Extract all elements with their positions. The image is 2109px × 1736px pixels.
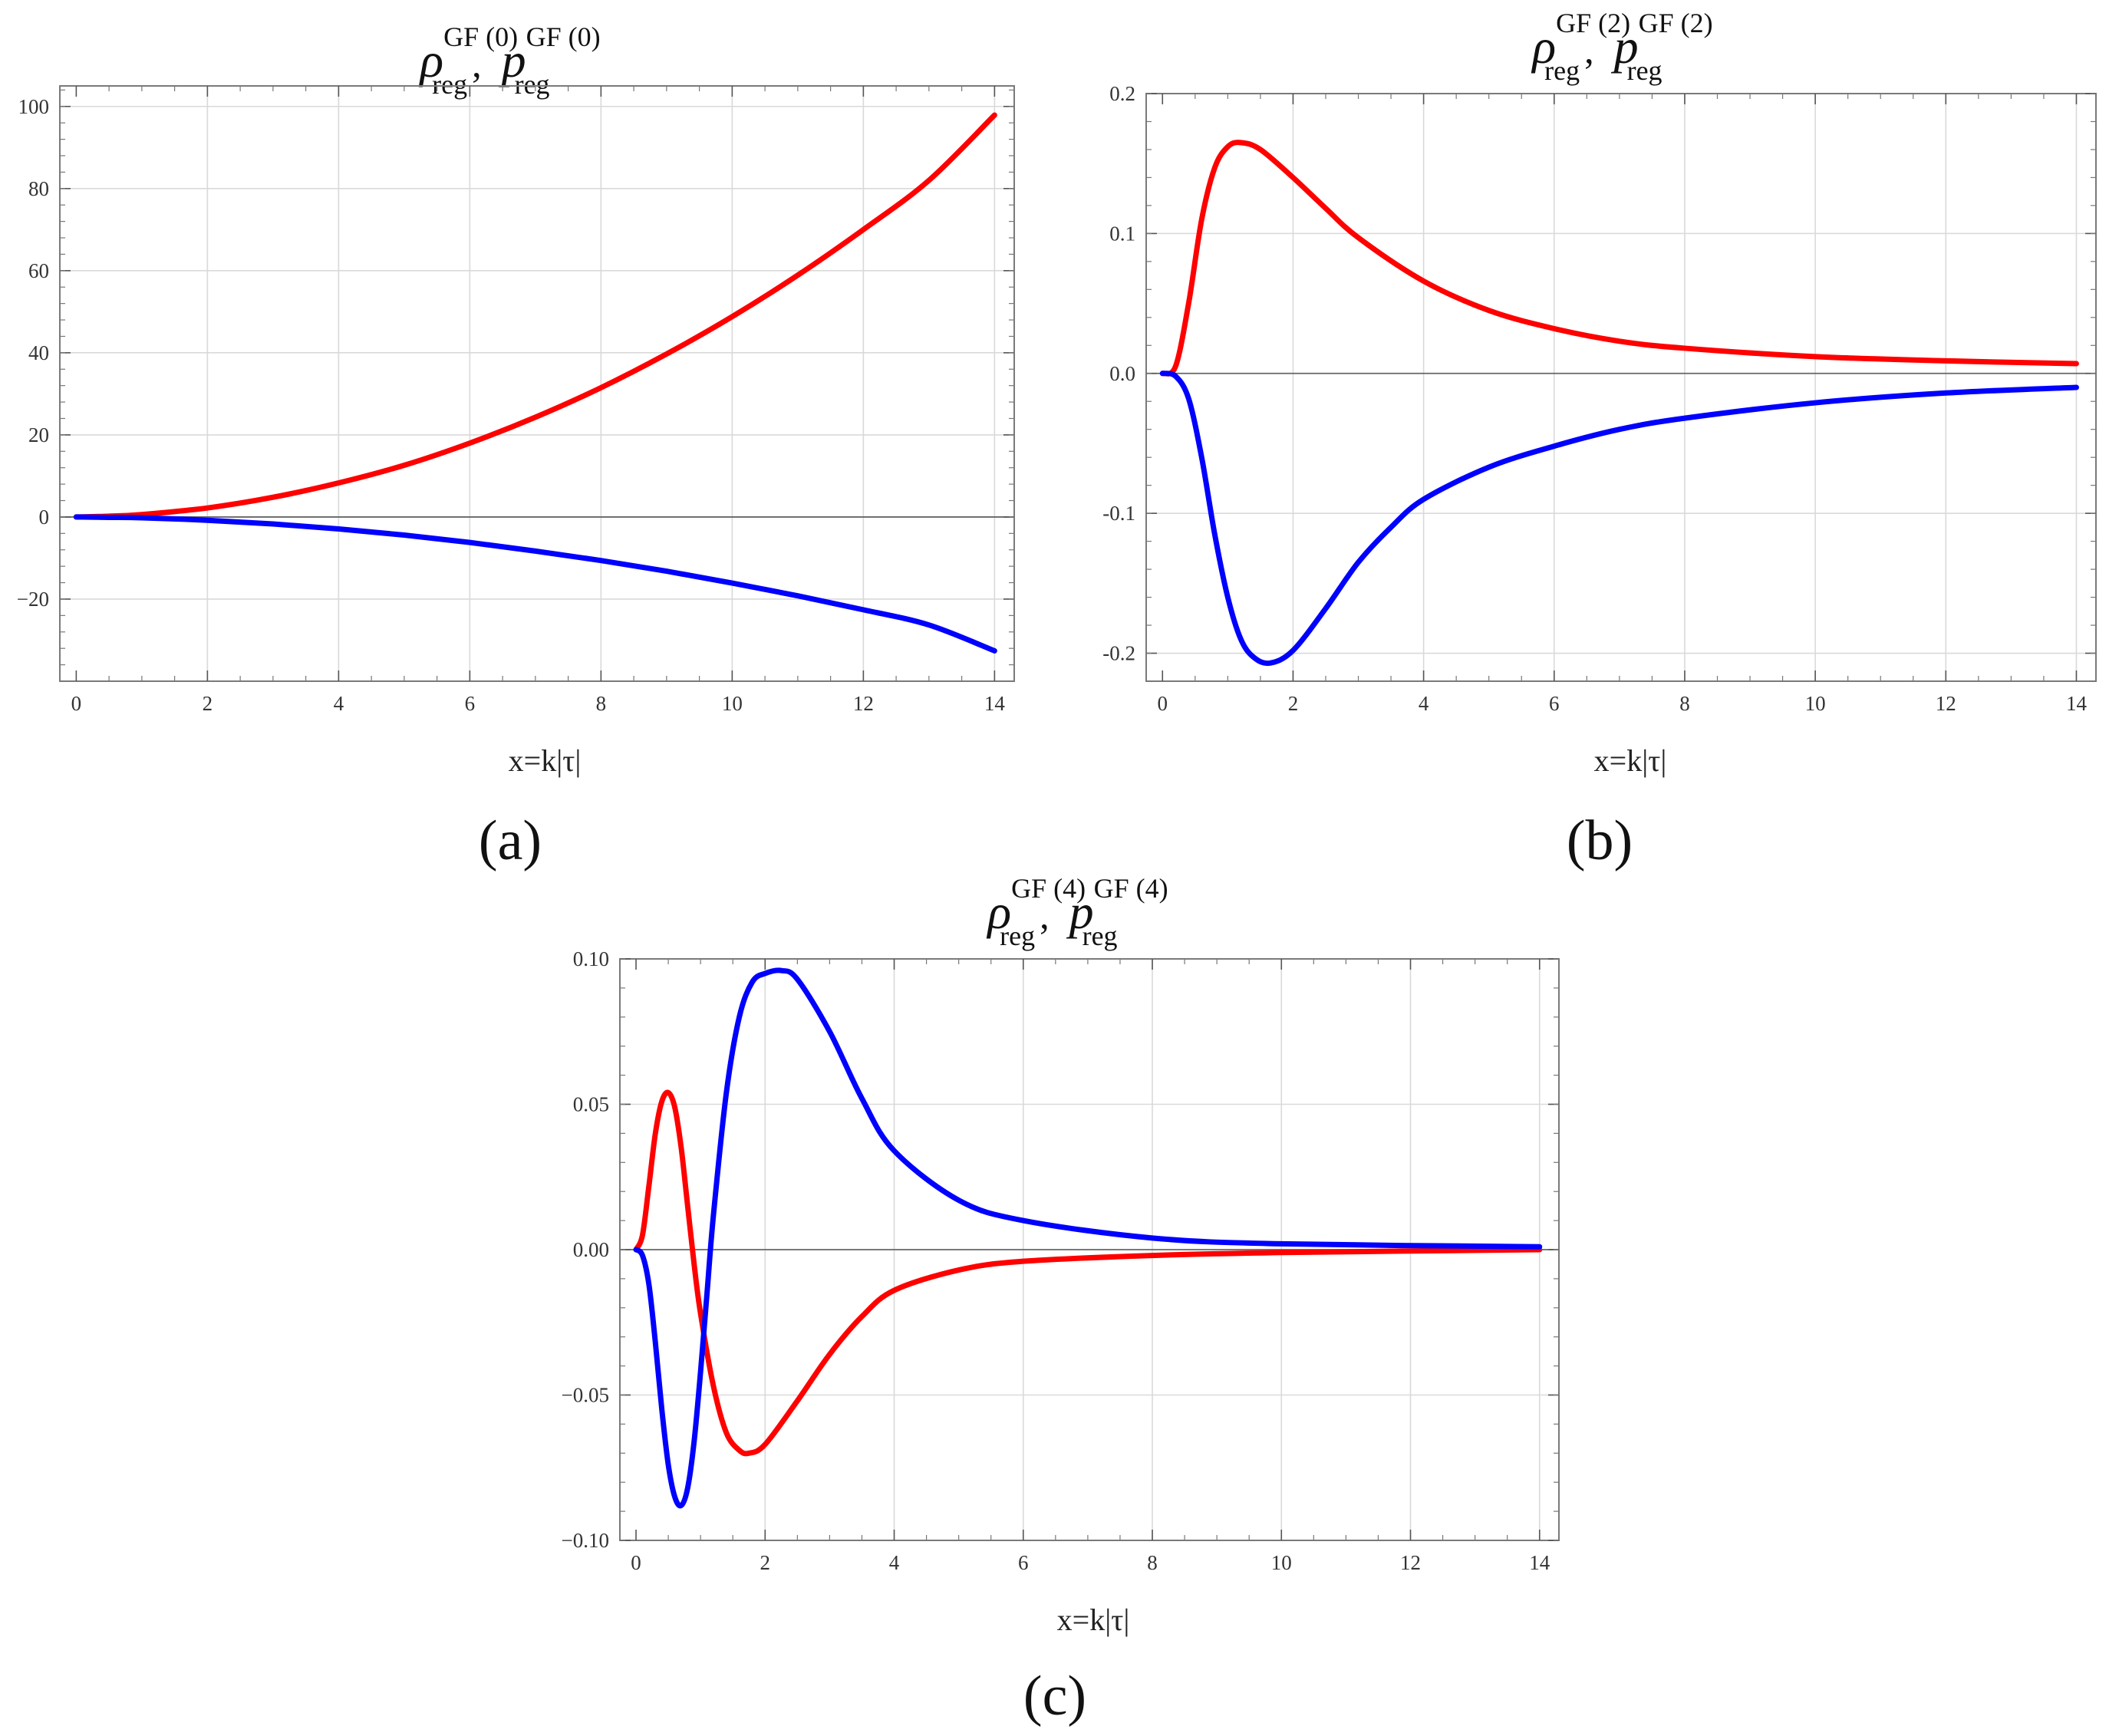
panel-c-xtick-label-2: 4 (889, 1551, 900, 1574)
panel-c-xtick-label-3: 6 (1018, 1551, 1029, 1574)
panel-c-label: (c) (1023, 1665, 1086, 1728)
panel-b-xtick-label-4: 8 (1679, 692, 1690, 715)
panel-a-title-symbol1: ρ (418, 33, 443, 87)
panel-c-title-sup1: GF (4) (1011, 873, 1086, 904)
panel-b-ytick-label-0: -0.2 (1102, 642, 1135, 665)
panel-c: ρGF (4) reg, pGF (4) reg 0 2 4 6 8 10 12 14−0.10−0… (562, 873, 1560, 1728)
panel-c-ytick-label-2: 0.00 (573, 1238, 609, 1261)
panel-b-grid (1146, 93, 2096, 681)
panel-a-xtick-label-7: 14 (984, 692, 1006, 715)
panel-b-ytick-label-1: -0.1 (1102, 502, 1135, 525)
panel-b-ytick-label-2: 0.0 (1109, 362, 1135, 385)
panel-c-ytick-label-1: −0.05 (562, 1384, 609, 1407)
panel-b-xtick-label-7: 14 (2066, 692, 2088, 715)
panel-c-title-sub2: reg (1083, 921, 1118, 951)
panel-b-frame-rect (1145, 93, 2097, 682)
panel-b-ytick-label-4: 0.2 (1109, 82, 1135, 105)
panel-b-xtick-label-1: 2 (1288, 692, 1299, 715)
panel-a-ytick-label-5: 80 (28, 177, 49, 200)
panel-b-title-symbol2: p (1611, 19, 1639, 74)
panel-b-title: ρGF (2) reg, pGF (2) reg (1531, 8, 1712, 86)
panel-a-title-sup1: GF (0) (443, 21, 518, 52)
panel-b-xtick-label-3: 6 (1549, 692, 1560, 715)
panel-b-axis-ticks: 0 2 4 6 8 10 12 14 -0.2 -0.1 0.0 0.1 0.2 (1102, 82, 2096, 715)
panel-b-title-separator: , (1584, 28, 1594, 71)
panel-b-series-p (1159, 371, 2079, 667)
panel-b-label: (b) (1567, 809, 1633, 872)
panel-b-title-sub2: reg (1627, 55, 1662, 86)
panel-b-series (1159, 140, 2079, 667)
panel-b-title-sup2: GF (2) (1639, 8, 1713, 38)
panel-c-axis-ticks: 0 2 4 6 8 10 12 14 −0.10 −0.05 0.00 0.05 0.10 (562, 947, 1559, 1574)
panel-a-label: (a) (479, 809, 542, 872)
panel-c-series (633, 967, 1543, 1509)
panel-a-title-sup2: GF (0) (526, 21, 601, 52)
panel-a-xtick-label-2: 4 (334, 692, 344, 715)
panel-c-xtick-label-0: 0 (631, 1551, 641, 1574)
panel-c-title-symbol1: ρ (986, 884, 1011, 939)
panel-c-xtick-label-5: 10 (1271, 1551, 1292, 1574)
panel-b-xtick-label-2: 4 (1419, 692, 1429, 715)
panel-a-title-symbol2: p (499, 33, 526, 87)
panel-b-xlabel: x=k|τ| (1594, 743, 1667, 778)
panel-b-title-sup1: GF (2) (1556, 8, 1630, 38)
panel-b-title-symbol1: ρ (1531, 19, 1556, 74)
panel-c-series-rho (633, 1089, 1543, 1457)
panel-c-title-separator: , (1040, 894, 1050, 937)
panel-c-xtick-label-6: 12 (1400, 1551, 1421, 1574)
panel-c-ytick-label-4: 0.10 (573, 947, 609, 970)
panel-a-series-rho (73, 112, 997, 520)
panel-a: ρGF (0) reg, pGF (0) reg 0 2 4 6 8 10 12 14−200204… (17, 21, 1015, 872)
panel-a-title-sub2: reg (515, 69, 550, 100)
panel-a-xtick-label-6: 12 (853, 692, 874, 715)
panel-c-title-symbol2: p (1066, 884, 1094, 939)
panel-b-xtick-label-6: 12 (1936, 692, 1956, 715)
panel-a-ytick-label-6: 100 (18, 95, 50, 118)
panel-a-xtick-label-3: 6 (465, 692, 476, 715)
panel-a-ytick-label-0: −20 (17, 588, 49, 611)
panel-a-xlabel: x=k|τ| (509, 743, 582, 778)
panel-c-ytick-label-0: −0.10 (562, 1529, 609, 1552)
panel-b-title-sub1: reg (1544, 55, 1580, 86)
panel-c-series-p (633, 967, 1543, 1509)
panel-c-title-sup2: GF (4) (1094, 873, 1168, 904)
panel-a-xtick-label-5: 10 (722, 692, 743, 715)
panel-b-xtick-label-0: 0 (1158, 692, 1168, 715)
panel-a-xtick-label-0: 0 (71, 692, 82, 715)
panel-c-xlabel: x=k|τ| (1057, 1603, 1130, 1637)
panel-b-frame (1145, 93, 2097, 682)
panel-a-ytick-label-4: 60 (28, 259, 49, 282)
panel-c-xtick-label-7: 14 (1529, 1551, 1550, 1574)
panel-a-series (73, 112, 997, 654)
panel-c-title-sub1: reg (1000, 921, 1035, 951)
panel-a-ytick-label-1: 0 (39, 506, 50, 529)
panel-a-xtick-label-4: 8 (596, 692, 607, 715)
panel-a-title: ρGF (0) reg, pGF (0) reg (418, 21, 600, 100)
panel-a-title-sub1: reg (432, 69, 467, 100)
panel-c-ytick-label-3: 0.05 (573, 1093, 609, 1116)
panel-b-series-rho (1159, 140, 2079, 377)
panel-a-series-p (73, 514, 997, 654)
panel-a-grid (60, 86, 1014, 681)
panel-a-frame (59, 85, 1015, 682)
panel-a-xtick-label-1: 2 (203, 692, 213, 715)
panel-a-title-separator: , (472, 42, 482, 85)
panel-b-ytick-label-3: 0.1 (1109, 222, 1135, 245)
panel-a-axis-ticks: 0 2 4 6 8 10 12 14 −20 0 20 40 60 80 100 (17, 86, 1014, 715)
panel-b: ρGF (2) reg, pGF (2) reg 0 2 4 6 8 10 12 14-0.2-0.… (1102, 8, 2097, 872)
panel-c-xtick-label-4: 8 (1147, 1551, 1158, 1574)
panel-c-xtick-label-1: 2 (760, 1551, 771, 1574)
panel-c-title: ρGF (4) reg, pGF (4) reg (986, 873, 1168, 951)
panel-a-ytick-label-2: 20 (28, 423, 49, 446)
panel-a-frame-rect (59, 85, 1015, 682)
panel-a-ytick-label-3: 40 (28, 341, 49, 364)
panel-b-xtick-label-5: 10 (1805, 692, 1826, 715)
